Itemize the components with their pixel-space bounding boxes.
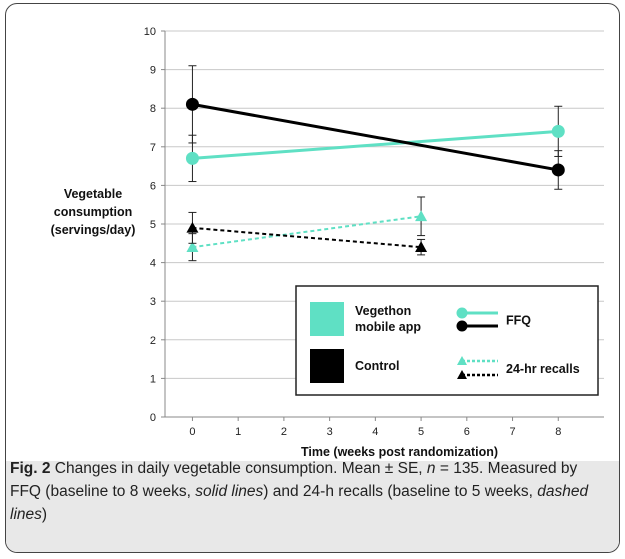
- data-point: [415, 241, 428, 252]
- x-tick-label: 2: [281, 426, 287, 438]
- y-axis-label-line: Vegetable: [64, 187, 122, 201]
- caption-part: ): [41, 506, 48, 523]
- y-tick-label: 6: [150, 180, 156, 192]
- x-tick-label: 1: [235, 426, 241, 438]
- y-axis-label-line: consumption: [54, 205, 132, 219]
- series-line: [192, 102, 559, 172]
- legend-group-label: Vegethon: [355, 304, 411, 318]
- y-tick-label: 4: [150, 258, 156, 270]
- y-tick-label: 2: [150, 335, 156, 347]
- y-tick-label: 10: [144, 26, 156, 38]
- caption-band: [6, 461, 619, 552]
- y-axis-label-line: (servings/day): [51, 223, 136, 237]
- series-24-hr-recalls-control: [186, 211, 428, 256]
- series-ffq-app: [185, 105, 565, 183]
- legend-box: [295, 285, 599, 396]
- series-ffq-control: [185, 65, 565, 190]
- legend-method-label: 24-hr recalls: [506, 362, 580, 376]
- data-point: [415, 210, 428, 222]
- caption-part: ) and 24-h recalls (baseline to 5 weeks,: [263, 483, 538, 500]
- y-tick-label: 3: [150, 296, 156, 308]
- x-tick-label: 4: [372, 426, 378, 438]
- axes: 0 1 2 3 4 5 6 7 8 9 10 0 1 2 3 4 5 6 7 8 Time (weeks post ra…: [51, 26, 604, 459]
- y-tick-label: 8: [150, 103, 156, 115]
- legend-marker: [457, 370, 467, 379]
- caption-text: Changes in daily vegetable consumption. …: [10, 460, 588, 523]
- figure-frame: [5, 3, 620, 553]
- caption-part: n: [426, 460, 436, 477]
- legend-swatch: [310, 349, 344, 383]
- x-tick-label: 6: [464, 426, 470, 438]
- figure-label: Fig. 2: [10, 460, 51, 477]
- data-point: [551, 124, 565, 138]
- legend-method-label: FFQ: [506, 314, 531, 328]
- data-point: [185, 97, 199, 111]
- y-tick-label: 0: [150, 412, 156, 424]
- x-tick-label: 3: [327, 426, 333, 438]
- y-tick-label: 5: [150, 219, 156, 231]
- legend: Vegethon mobile app Control FFQ 24-hr recall…: [295, 285, 599, 396]
- x-tick-label: 7: [509, 426, 515, 438]
- series-layer: [185, 65, 565, 262]
- caption-part: dashed lines: [10, 483, 589, 523]
- data-point: [551, 163, 565, 177]
- x-tick-label: 8: [555, 426, 561, 438]
- legend-swatch: [310, 302, 344, 336]
- x-tick-label: 0: [189, 426, 195, 438]
- series-line: [192, 129, 559, 160]
- y-tick-label: 7: [150, 142, 156, 154]
- caption-part: = 135. Measured by FFQ (baseline to 8 we…: [10, 460, 578, 500]
- legend-marker: [457, 356, 467, 365]
- data-point: [186, 241, 199, 252]
- legend-group-label: Control: [355, 359, 399, 373]
- y-tick-label: 1: [150, 373, 156, 385]
- figure-caption: Fig. 2 Changes in daily vegetable consum…: [10, 457, 608, 526]
- legend-group-label: mobile app: [355, 320, 421, 334]
- series-line: [192, 215, 422, 249]
- x-tick-label: 5: [418, 426, 424, 438]
- x-axis-label: Time (weeks post randomization): [301, 445, 498, 459]
- legend-marker: [456, 307, 468, 319]
- series-line: [192, 226, 422, 249]
- caption-part: Changes in daily vegetable consumption. …: [50, 460, 427, 477]
- series-24-hr-recalls-app: [186, 196, 428, 262]
- data-point: [186, 221, 199, 233]
- legend-marker: [456, 320, 468, 332]
- data-point: [185, 151, 199, 165]
- caption-part: solid lines: [195, 483, 264, 500]
- y-tick-label: 9: [150, 65, 156, 77]
